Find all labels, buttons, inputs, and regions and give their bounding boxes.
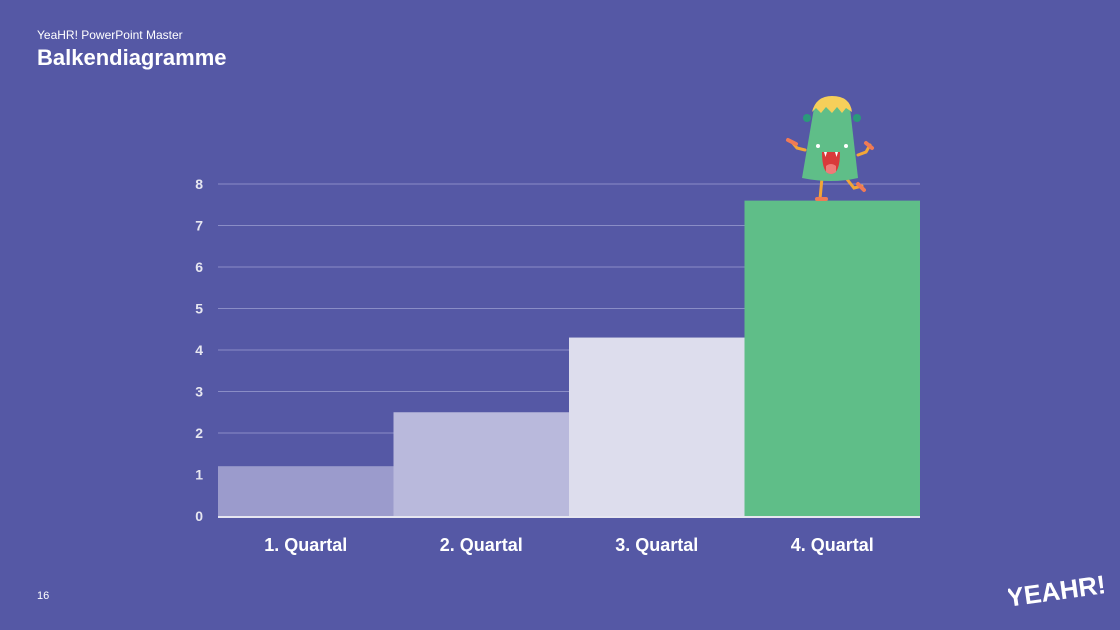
slide-title: Balkendiagramme	[37, 45, 227, 70]
bars	[218, 200, 920, 516]
logo-text: YEAHR!	[1008, 569, 1104, 613]
slide-subtitle: YeaHR! PowerPoint Master	[37, 28, 183, 42]
y-tick-label: 5	[195, 301, 203, 317]
y-axis-ticks: 0 1 2 3 4 5 6 7 8	[195, 176, 203, 524]
x-axis-ticks: 1. Quartal 2. Quartal 3. Quartal 4. Quartal	[264, 535, 874, 555]
y-tick-label: 8	[195, 176, 203, 192]
y-tick-label: 7	[195, 218, 203, 234]
yeahr-logo-icon: YEAHR!	[1008, 569, 1104, 613]
page-number: 16	[37, 590, 50, 602]
bar	[218, 466, 394, 516]
y-tick-label: 4	[195, 342, 203, 358]
bar	[393, 412, 569, 516]
y-tick-label: 0	[195, 508, 203, 524]
monster-mascot-icon	[786, 96, 874, 201]
x-tick-label: 1. Quartal	[264, 535, 347, 555]
bar	[744, 200, 920, 516]
y-tick-label: 6	[195, 259, 203, 275]
y-tick-label: 3	[195, 384, 203, 400]
bar	[569, 337, 745, 516]
x-tick-label: 3. Quartal	[615, 535, 698, 555]
y-tick-label: 1	[195, 467, 203, 483]
y-tick-label: 2	[195, 425, 203, 441]
x-tick-label: 2. Quartal	[440, 535, 523, 555]
x-tick-label: 4. Quartal	[791, 535, 874, 555]
